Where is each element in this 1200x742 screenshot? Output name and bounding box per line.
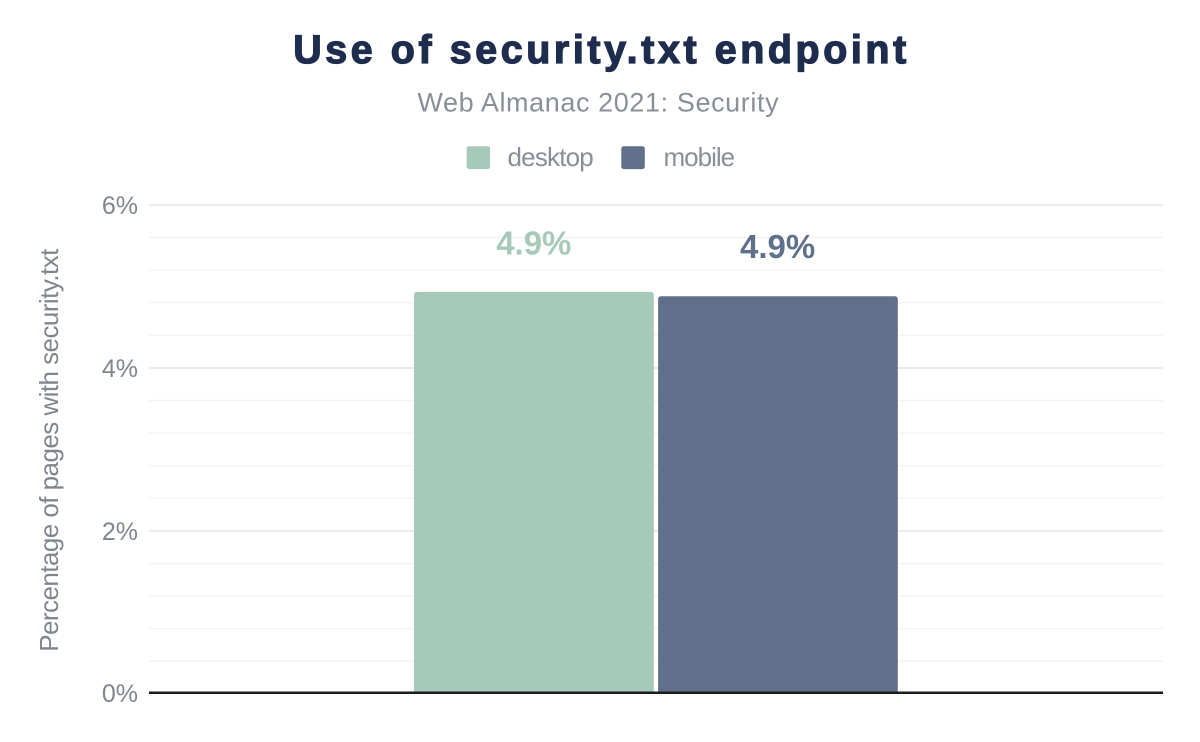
svg-text:Percentage of pages with secur: Percentage of pages with security.txt (34, 248, 64, 652)
svg-text:2%: 2% (102, 518, 138, 546)
svg-text:mobile: mobile (664, 142, 735, 172)
svg-text:6%: 6% (102, 192, 138, 220)
svg-text:0%: 0% (102, 680, 138, 708)
svg-text:desktop: desktop (508, 142, 594, 172)
svg-text:Web Almanac 2021: Security: Web Almanac 2021: Security (417, 88, 779, 118)
svg-text:4%: 4% (102, 355, 138, 383)
svg-text:4.9%: 4.9% (740, 228, 815, 265)
svg-text:Use of security.txt endpoint: Use of security.txt endpoint (293, 28, 910, 72)
svg-text:4.9%: 4.9% (496, 225, 571, 262)
